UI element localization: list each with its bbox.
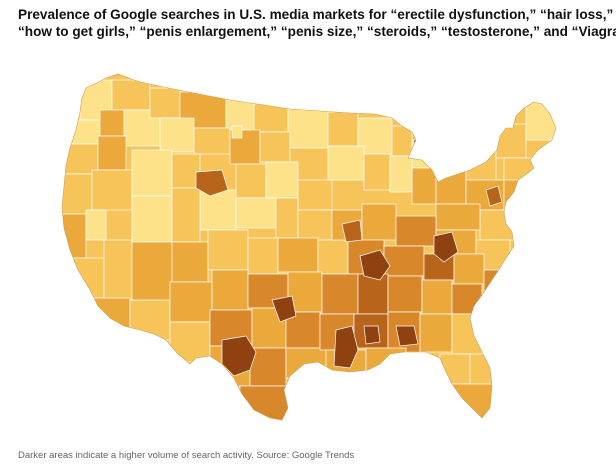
market-region (389, 155, 413, 193)
darkest-market-region (271, 295, 297, 323)
darkest-market-region (433, 231, 459, 263)
market-region (361, 203, 397, 241)
market-region (479, 209, 515, 241)
market-region (193, 127, 231, 155)
market-region (131, 195, 173, 243)
market-region (131, 241, 173, 301)
market-region (169, 321, 211, 363)
market-region (411, 139, 443, 169)
market-region (503, 179, 521, 211)
market-region (199, 189, 237, 231)
darkest-market-region (333, 325, 359, 369)
market-region (63, 119, 101, 145)
market-region (149, 87, 181, 119)
pacific-northwest-regions (62, 79, 161, 175)
market-region (249, 347, 287, 387)
northern-plains-regions (149, 87, 359, 165)
market-region (62, 213, 87, 259)
market-region (465, 149, 497, 181)
market-region (97, 135, 127, 171)
lightest-market-region (231, 125, 243, 139)
market-region (259, 131, 291, 163)
market-region (419, 313, 453, 353)
market-region (235, 163, 267, 199)
market-region (495, 123, 527, 159)
market-region (363, 153, 391, 191)
market-region (321, 273, 359, 315)
market-region (69, 257, 105, 299)
market-region (387, 275, 423, 313)
market-region (103, 239, 133, 301)
media-market-regions (62, 74, 556, 420)
market-region (169, 281, 213, 323)
market-region (435, 203, 481, 231)
market-region (451, 313, 483, 355)
darkest-market-region (363, 325, 381, 345)
market-region (253, 103, 289, 133)
southeast-regions (319, 203, 511, 420)
us-outline (61, 73, 557, 421)
map-title: Prevalence of Google searches in U.S. me… (18, 6, 616, 40)
market-region (421, 279, 453, 315)
western-interior-regions (62, 149, 333, 243)
market-region (275, 197, 299, 239)
market-region (435, 169, 467, 205)
market-region (131, 149, 173, 197)
market-region (357, 273, 389, 315)
market-region (287, 107, 329, 149)
market-region (365, 347, 407, 377)
market-region (62, 173, 93, 215)
market-region (327, 111, 359, 147)
market-region (451, 283, 483, 315)
market-region (91, 169, 133, 211)
market-region (411, 167, 437, 205)
market-region (285, 311, 321, 349)
market-region (453, 253, 485, 285)
market-region (99, 109, 125, 137)
market-region (265, 161, 299, 199)
darkest-market-region (395, 325, 419, 347)
market-region (159, 117, 195, 153)
market-region (85, 209, 107, 241)
market-region (297, 209, 333, 241)
title-line-1: Prevalence of Google searches in U.S. me… (18, 7, 614, 22)
highlight-regions (195, 125, 503, 377)
market-region (111, 79, 151, 111)
market-region (239, 385, 291, 420)
darkest-market-region (341, 219, 363, 243)
darkest-market-region (359, 249, 391, 281)
title-line-2: “how to get girls,” “penis enlargement,”… (18, 24, 616, 39)
darkest-market-region (195, 169, 229, 197)
market-region (503, 157, 535, 181)
market-region (247, 237, 279, 275)
market-region (207, 229, 249, 271)
market-region (211, 269, 249, 311)
market-region (317, 239, 349, 275)
market-region (525, 99, 556, 141)
market-region (395, 215, 437, 247)
market-region (235, 197, 277, 229)
market-region (297, 179, 333, 211)
market-region (171, 187, 201, 243)
map-caption: Darker areas indicate a higher volume of… (18, 450, 355, 461)
darkest-market-region (485, 185, 503, 207)
market-region (225, 99, 255, 131)
market-region (277, 237, 319, 273)
market-region (383, 245, 425, 277)
market-region (171, 241, 209, 283)
market-region (171, 153, 201, 189)
market-region (327, 145, 365, 181)
market-region (129, 299, 171, 341)
